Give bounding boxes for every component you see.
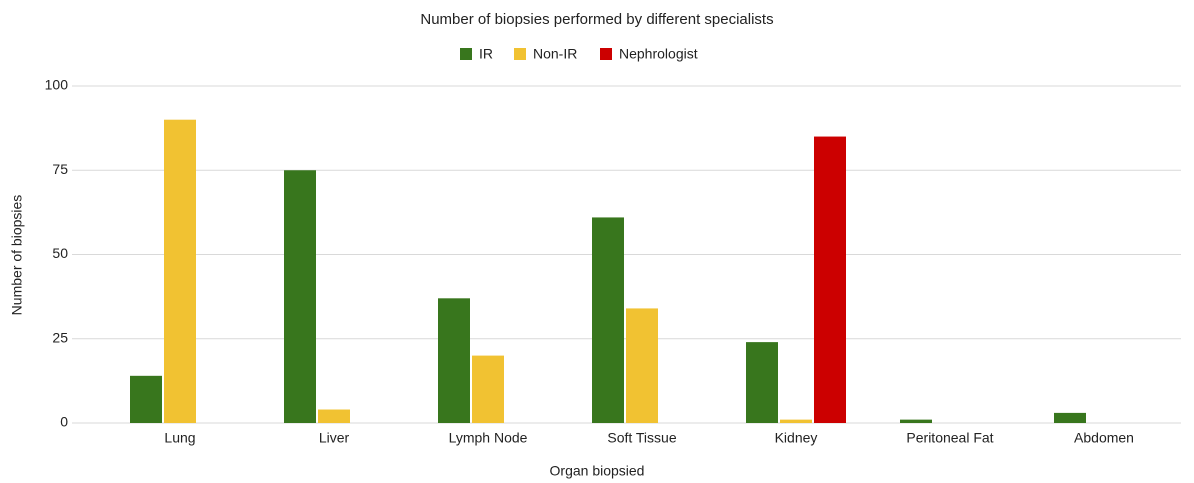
y-tick-label: 100 xyxy=(45,77,69,93)
bar xyxy=(626,308,658,423)
bar xyxy=(472,355,504,423)
legend-swatch xyxy=(600,48,612,60)
y-tick-label: 75 xyxy=(52,161,68,177)
x-tick-label: Lymph Node xyxy=(449,430,528,446)
bar xyxy=(814,136,846,424)
bar xyxy=(746,342,778,423)
legend-swatch xyxy=(460,48,472,60)
legend-label: Non-IR xyxy=(533,46,577,62)
bar xyxy=(284,170,316,423)
bar xyxy=(318,409,350,423)
x-tick-label: Abdomen xyxy=(1074,430,1134,446)
bar xyxy=(130,375,162,423)
bar xyxy=(900,419,932,423)
x-tick-label: Kidney xyxy=(775,430,818,446)
y-tick-label: 0 xyxy=(60,414,68,430)
bar xyxy=(164,119,196,423)
bar xyxy=(438,298,470,423)
bar xyxy=(592,217,624,423)
x-tick-label: Lung xyxy=(164,430,195,446)
bar xyxy=(1054,412,1086,423)
chart-title: Number of biopsies performed by differen… xyxy=(420,11,773,28)
bar xyxy=(780,419,812,423)
y-tick-label: 25 xyxy=(52,329,68,345)
legend-label: IR xyxy=(479,46,493,62)
x-tick-label: Soft Tissue xyxy=(607,430,676,446)
x-tick-label: Liver xyxy=(319,430,350,446)
legend-label: Nephrologist xyxy=(619,46,698,62)
y-tick-label: 50 xyxy=(52,245,68,261)
y-axis-label: Number of biopsies xyxy=(9,195,25,316)
x-tick-label: Peritoneal Fat xyxy=(906,430,993,446)
legend-swatch xyxy=(514,48,526,60)
x-axis-label: Organ biopsied xyxy=(550,463,645,479)
